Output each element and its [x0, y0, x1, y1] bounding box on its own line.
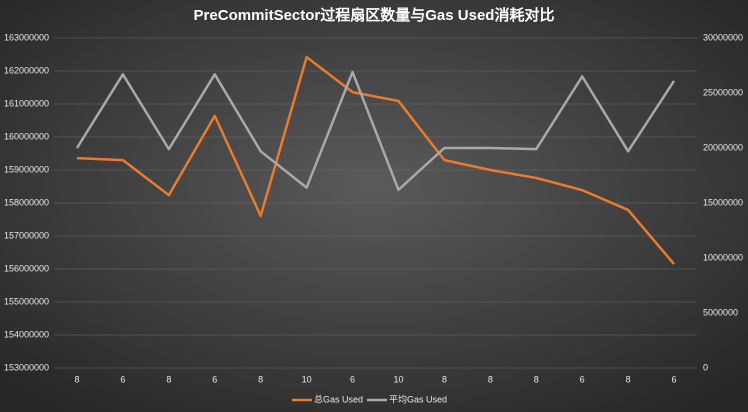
series-line: [75, 70, 676, 192]
y2-tick-label: 5000000: [703, 307, 738, 317]
x-tick-label: 6: [120, 374, 125, 384]
x-tick-label: 8: [534, 374, 539, 384]
y2-tick-label: 30000000: [703, 32, 743, 42]
y-tick-label: 157000000: [4, 230, 49, 240]
y-tick-label: 163000000: [4, 32, 49, 42]
y-tick-label: 155000000: [4, 296, 49, 306]
y-tick-label: 159000000: [4, 164, 49, 174]
legend-label: 总Gas Used: [314, 393, 363, 404]
series-line: [76, 55, 675, 265]
x-tick-label: 6: [212, 374, 217, 384]
y2-tick-label: 10000000: [703, 252, 743, 262]
y2-tick-label: 25000000: [703, 87, 743, 97]
x-tick-label: 6: [350, 374, 355, 384]
x-tick-label: 8: [258, 374, 263, 384]
y-tick-label: 158000000: [4, 197, 49, 207]
x-tick-label: 6: [672, 374, 677, 384]
y-tick-label: 153000000: [4, 362, 49, 372]
y2-tick-label: 0: [703, 362, 708, 372]
x-tick-label: 8: [626, 374, 631, 384]
legend-label: 平均Gas Used: [389, 393, 447, 404]
x-tick-label: 8: [488, 374, 493, 384]
y-tick-label: 154000000: [4, 329, 49, 339]
y2-tick-label: 20000000: [703, 142, 743, 152]
x-tick-label: 10: [393, 374, 403, 384]
x-tick-label: 6: [580, 374, 585, 384]
x-tick-label: 8: [166, 374, 171, 384]
x-tick-label: 8: [74, 374, 79, 384]
y-tick-label: 161000000: [4, 98, 49, 108]
y-tick-label: 162000000: [4, 65, 49, 75]
chart-title: PreCommitSector过程扇区数量与Gas Used消耗对比: [194, 6, 555, 24]
x-tick-label: 8: [442, 374, 447, 384]
y2-tick-label: 15000000: [703, 197, 743, 207]
y-tick-label: 160000000: [4, 131, 49, 141]
x-tick-label: 10: [302, 374, 312, 384]
y-tick-label: 156000000: [4, 263, 49, 273]
